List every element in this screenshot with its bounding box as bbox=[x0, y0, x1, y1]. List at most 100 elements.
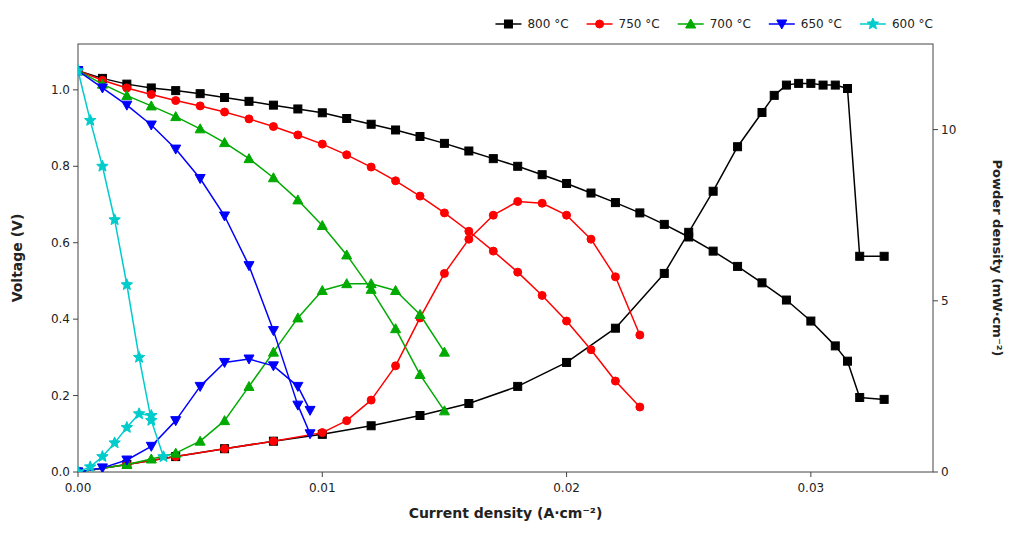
series-line bbox=[78, 71, 444, 411]
data-point bbox=[220, 416, 230, 425]
data-point bbox=[244, 154, 254, 163]
data-point bbox=[392, 126, 400, 134]
data-point bbox=[109, 214, 120, 225]
data-point bbox=[196, 102, 204, 110]
data-point bbox=[587, 235, 595, 243]
legend-marker bbox=[867, 18, 878, 29]
y2-tick bbox=[933, 129, 938, 130]
data-point bbox=[269, 123, 277, 131]
data-point bbox=[392, 362, 400, 370]
data-point bbox=[305, 406, 315, 415]
data-point bbox=[489, 247, 497, 255]
data-point bbox=[146, 410, 157, 421]
data-point bbox=[195, 436, 205, 445]
data-point bbox=[133, 351, 144, 362]
data-point bbox=[415, 370, 425, 379]
data-point bbox=[489, 155, 497, 163]
data-point bbox=[244, 355, 254, 364]
data-point bbox=[221, 94, 229, 102]
data-point bbox=[392, 177, 400, 185]
data-point bbox=[221, 108, 229, 116]
y-tick-label: 0.6 bbox=[51, 236, 70, 250]
data-point bbox=[269, 101, 277, 109]
voltage-series bbox=[78, 67, 888, 404]
data-point bbox=[171, 145, 181, 154]
legend: 800 °C750 °C700 °C650 °C600 °C bbox=[495, 17, 933, 31]
data-point bbox=[415, 309, 425, 318]
data-point bbox=[195, 175, 205, 184]
data-point bbox=[440, 209, 448, 217]
data-point bbox=[221, 445, 229, 453]
data-point bbox=[317, 286, 327, 295]
data-point bbox=[244, 262, 254, 271]
data-point bbox=[538, 199, 546, 207]
plot-frame bbox=[78, 44, 933, 472]
data-point bbox=[133, 408, 144, 419]
data-point bbox=[819, 81, 827, 89]
data-point bbox=[318, 429, 326, 437]
data-point bbox=[514, 382, 522, 390]
data-point bbox=[465, 235, 473, 243]
data-point bbox=[611, 273, 619, 281]
data-point bbox=[439, 406, 449, 415]
voltage-series bbox=[78, 65, 169, 462]
data-point bbox=[367, 163, 375, 171]
data-point bbox=[611, 324, 619, 332]
legend-item: 700 °C bbox=[678, 17, 751, 31]
data-point bbox=[440, 269, 448, 277]
data-point bbox=[220, 358, 230, 367]
data-point bbox=[367, 120, 375, 128]
data-point bbox=[146, 121, 156, 130]
data-point bbox=[220, 138, 230, 147]
plot-area bbox=[78, 65, 888, 472]
data-point bbox=[807, 79, 815, 87]
data-point bbox=[611, 377, 619, 385]
data-point bbox=[807, 317, 815, 325]
legend-item: 750 °C bbox=[587, 17, 660, 31]
data-point bbox=[158, 451, 169, 462]
data-point bbox=[758, 279, 766, 287]
data-point bbox=[880, 395, 888, 403]
y-tick bbox=[73, 166, 78, 167]
x-tick-label: 0.02 bbox=[553, 481, 580, 495]
data-point bbox=[636, 403, 644, 411]
data-point bbox=[844, 85, 852, 93]
x-tick-label: 0.03 bbox=[797, 481, 824, 495]
data-point bbox=[121, 421, 132, 432]
x-axis-label: Current density (A·cm⁻²) bbox=[409, 505, 603, 521]
data-point bbox=[856, 252, 864, 260]
data-point bbox=[391, 286, 401, 295]
data-point bbox=[416, 132, 424, 140]
data-point bbox=[221, 445, 229, 453]
data-point bbox=[171, 417, 181, 426]
data-point bbox=[563, 358, 571, 366]
legend-marker bbox=[686, 19, 696, 28]
legend-item: 650 °C bbox=[769, 17, 842, 31]
y2-tick-label: 5 bbox=[941, 294, 949, 308]
data-point bbox=[97, 451, 108, 462]
data-point bbox=[489, 211, 497, 219]
y-tick bbox=[73, 242, 78, 243]
data-point bbox=[538, 171, 546, 179]
series-line bbox=[78, 359, 310, 472]
series-line bbox=[78, 71, 884, 400]
data-point bbox=[146, 442, 156, 451]
y-tick bbox=[73, 472, 78, 473]
y-tick-label: 0.0 bbox=[51, 465, 70, 479]
series-line bbox=[78, 202, 640, 473]
y-tick bbox=[73, 319, 78, 320]
data-point bbox=[367, 396, 375, 404]
data-point bbox=[121, 279, 132, 290]
data-point bbox=[85, 114, 96, 125]
data-point bbox=[97, 464, 107, 472]
data-point bbox=[293, 313, 303, 322]
data-point bbox=[171, 448, 181, 457]
data-point bbox=[685, 228, 693, 236]
data-point bbox=[782, 296, 790, 304]
data-point bbox=[587, 189, 595, 197]
data-point bbox=[78, 466, 84, 472]
data-point bbox=[856, 393, 864, 401]
legend-label: 800 °C bbox=[527, 17, 568, 31]
chart: 0.000.010.020.030.00.20.40.60.81.00510Cu… bbox=[0, 0, 1015, 534]
data-point bbox=[171, 112, 181, 121]
